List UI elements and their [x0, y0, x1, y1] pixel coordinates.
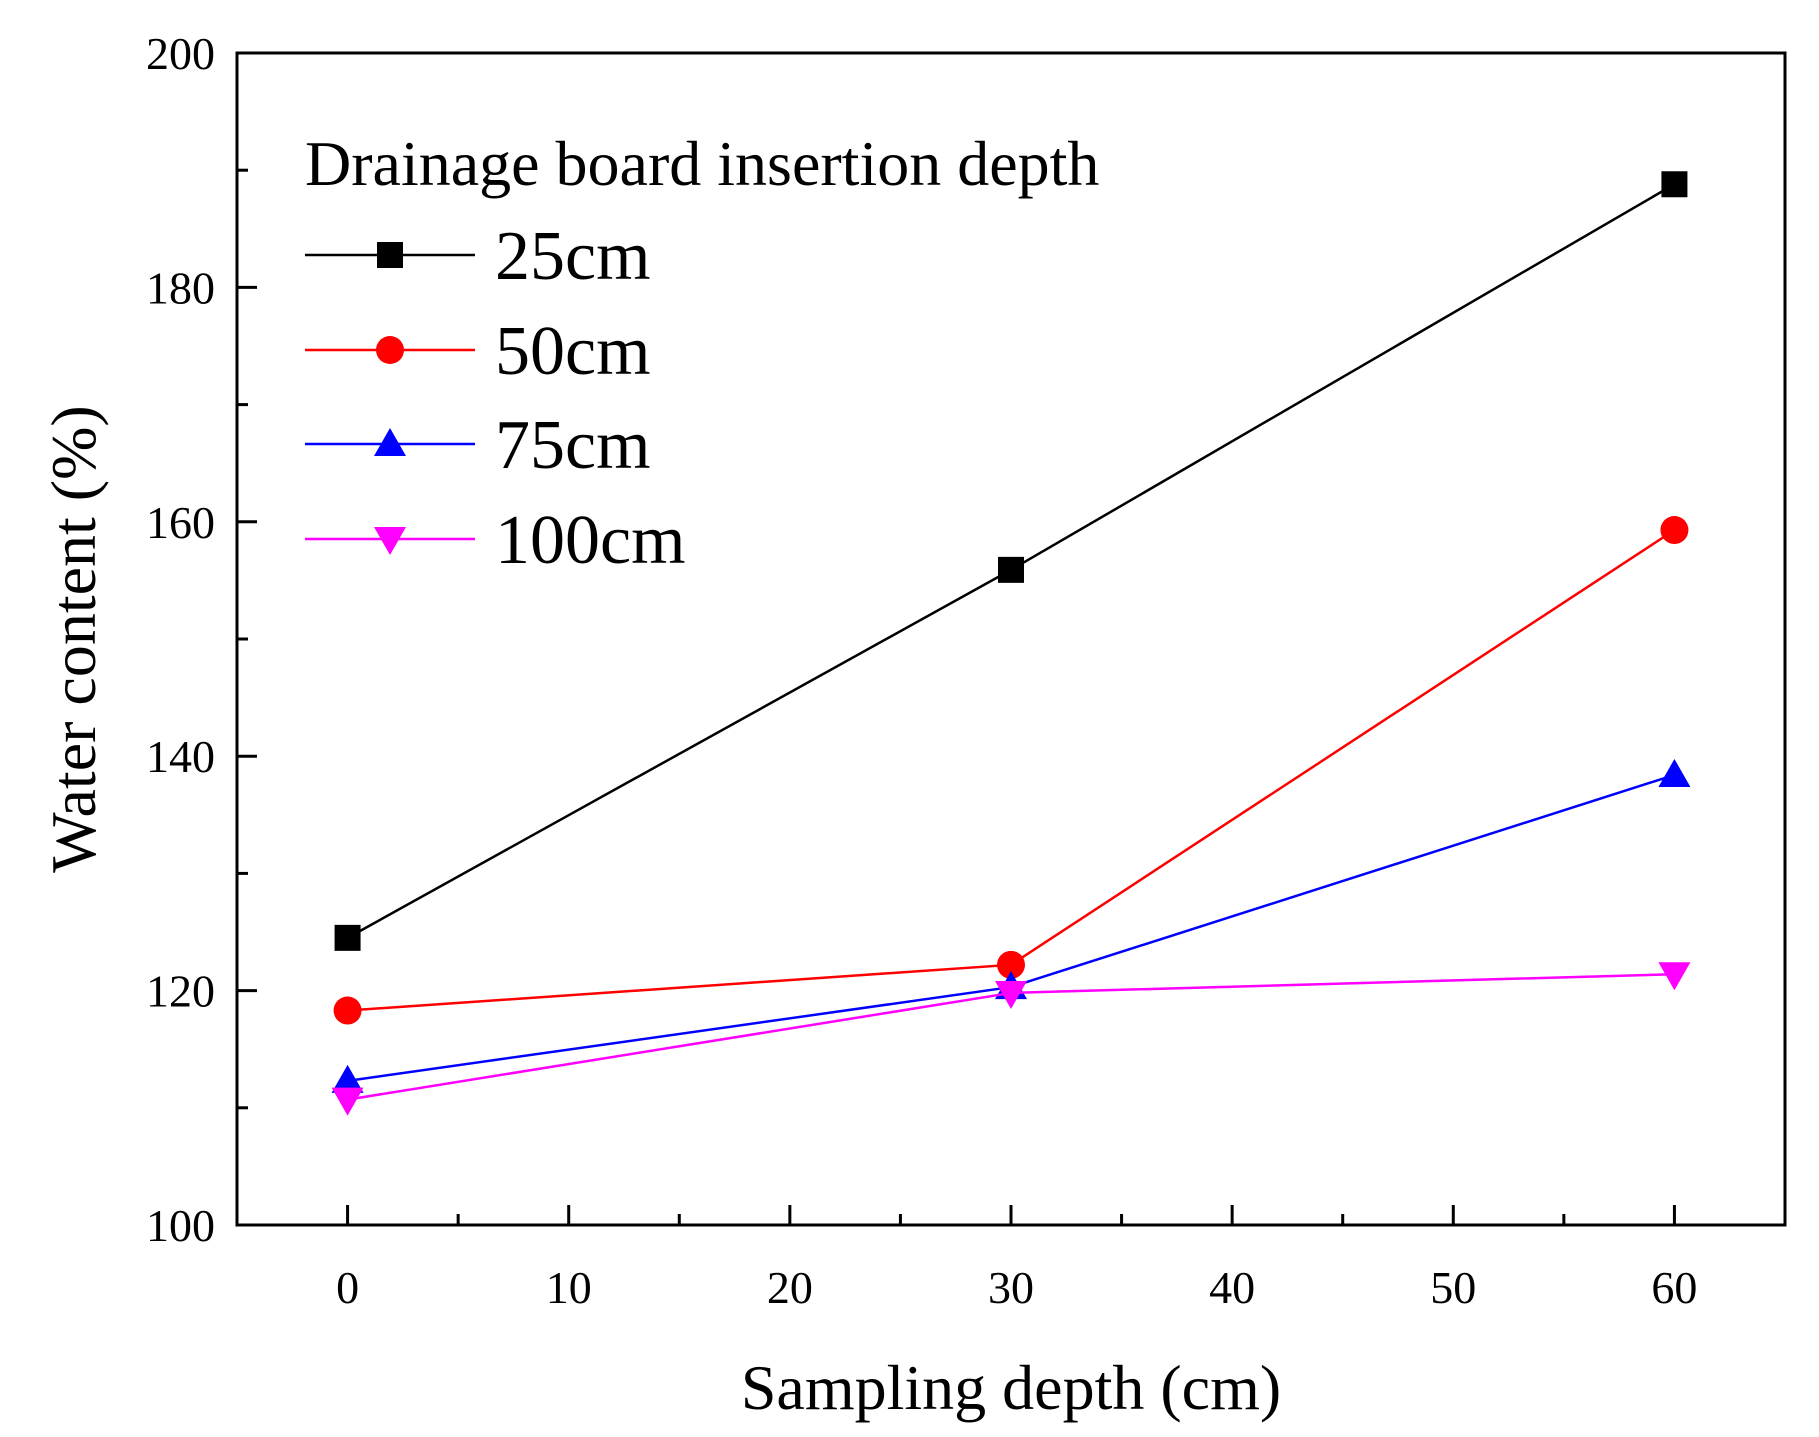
y-axis-ticks: 100 120 140 160 180 200 [146, 28, 257, 1251]
legend-label: 100cm [495, 502, 686, 579]
legend-item: 100cm [305, 502, 686, 579]
data-point [997, 950, 1025, 979]
x-tick-label: 40 [1209, 1262, 1255, 1313]
series-line [347, 773, 1675, 1083]
x-tick-label: 20 [767, 1262, 813, 1313]
x-axis-ticks: 0 10 20 30 40 50 60 [336, 1205, 1697, 1313]
data-point [998, 556, 1024, 583]
y-tick-label: 100 [146, 1200, 215, 1251]
y-tick-label: 120 [146, 966, 215, 1017]
data-point [334, 924, 361, 951]
series-75cm [331, 758, 1691, 1093]
legend-items: 25cm 50cm 75cm 100cm [305, 218, 686, 579]
x-tick-label: 60 [1651, 1262, 1697, 1313]
legend-marker [377, 242, 403, 268]
legend-marker [376, 336, 404, 364]
x-tick-label: 30 [988, 1262, 1034, 1313]
legend-item: 50cm [305, 313, 651, 390]
data-point [331, 1064, 364, 1093]
data-point [1661, 171, 1688, 198]
x-tick-label: 50 [1430, 1262, 1476, 1313]
series-line [347, 528, 1676, 1012]
plot-frame [235, 51, 1787, 1227]
legend-marker [374, 527, 406, 555]
data-point [331, 1087, 364, 1116]
series-100cm [331, 962, 1691, 1116]
legend-item: 75cm [305, 407, 651, 484]
y-tick-label: 180 [146, 262, 215, 313]
data-point [1660, 516, 1689, 545]
data-point [1658, 962, 1691, 991]
data-point [995, 980, 1027, 1009]
data-point [333, 996, 362, 1025]
series-25cm [334, 171, 1688, 951]
x-tick-label: 0 [336, 1262, 359, 1313]
series-50cm [333, 516, 1689, 1025]
x-tick-label: 10 [546, 1262, 592, 1313]
legend-item: 25cm [305, 218, 651, 295]
y-tick-label: 140 [146, 731, 215, 782]
series-layer [331, 171, 1691, 1116]
legend-label: 75cm [495, 407, 651, 484]
y-tick-label: 200 [146, 28, 215, 79]
y-axis-title: Water content (%) [38, 405, 109, 873]
legend-title: Drainage board insertion depth [305, 128, 1099, 199]
legend-label: 25cm [495, 218, 651, 295]
y-tick-label: 160 [146, 497, 215, 548]
data-point [1658, 758, 1691, 787]
legend: Drainage board insertion depth 25cm 50cm 7… [305, 128, 1099, 579]
legend-label: 50cm [495, 313, 651, 390]
x-axis-title: Sampling depth (cm) [741, 1352, 1281, 1423]
legend-marker [374, 428, 406, 456]
